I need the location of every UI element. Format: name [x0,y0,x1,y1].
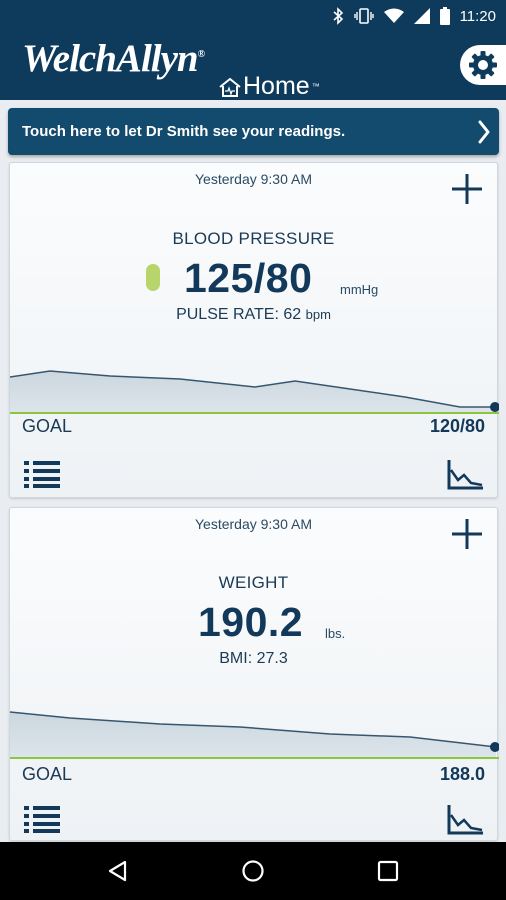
pulse-rate-unit: bpm [305,307,331,322]
add-reading-button[interactable] [449,516,485,552]
status-indicator [146,264,160,291]
bmi-label: BMI: [219,650,253,667]
goal-label: GOAL [22,764,73,784]
goal-value: 188.0 [439,764,485,784]
product-name: Home [243,72,310,100]
metric-unit: mmHg [340,282,379,297]
recents-button[interactable] [368,851,408,891]
pulse-rate: PULSE RATE: 62 bpm [10,306,497,324]
app-header: WelchAllyn® Home ™ [0,32,506,100]
blood-pressure-card[interactable]: Yesterday 9:30 AM BLOOD PRESSURE 125/80 … [9,162,499,498]
weight-card[interactable]: Yesterday 9:30 AM WEIGHT 190.2 lbs. BMI:… [9,507,499,841]
banner-text: Touch here to let Dr Smith see your read… [22,123,346,140]
reading-timestamp: Yesterday 9:30 AM [194,171,312,187]
trend-sparkline [10,711,499,759]
metric-unit: lbs. [325,626,346,641]
metric-title: WEIGHT [218,573,289,592]
trend-sparkline [10,370,499,414]
recents-icon [378,860,399,882]
settings-button[interactable] [460,45,506,85]
latest-point [490,402,499,412]
status-icons: 11:20 [332,0,496,32]
list-view-button[interactable] [24,804,60,834]
latest-point [490,742,499,752]
pulse-rate-label: PULSE RATE: [176,306,279,323]
bluetooth-icon [333,7,343,25]
brand-logo: WelchAllyn® [22,36,206,81]
back-icon [108,860,126,882]
wifi-icon [383,8,404,23]
vibrate-icon [353,8,374,24]
chart-view-button[interactable] [447,803,485,835]
metric-title: BLOOD PRESSURE [172,229,335,248]
share-readings-banner[interactable]: Touch here to let Dr Smith see your read… [8,108,499,155]
brand-name: WelchAllyn [22,37,199,80]
metric-value: 125/80 [184,255,313,301]
house-icon [219,77,241,97]
gear-icon [469,51,497,79]
home-button[interactable] [233,851,273,891]
metric-value: 190.2 [198,599,304,645]
home-icon [242,860,264,882]
bmi-value: 27.3 [256,650,288,667]
bmi: BMI: 27.3 [10,650,497,668]
status-time: 11:20 [459,7,496,25]
goal-value: 120/80 [429,416,485,436]
product-trademark: ™ [311,82,320,91]
status-bar: 11:20 [0,0,506,32]
list-view-button[interactable] [24,459,60,489]
pulse-rate-value: 62 [283,306,302,323]
add-reading-button[interactable] [449,171,485,207]
reading-timestamp: Yesterday 9:30 AM [194,516,312,532]
signal-icon [413,8,430,24]
battery-icon [439,7,450,25]
chevron-right-icon [477,120,491,144]
back-button[interactable] [98,851,138,891]
chart-view-button[interactable] [447,458,485,490]
brand-registered-mark: ® [197,49,206,60]
navigation-bar [0,842,506,900]
product-logo: Home ™ [219,72,320,101]
goal-label: GOAL [22,416,73,436]
